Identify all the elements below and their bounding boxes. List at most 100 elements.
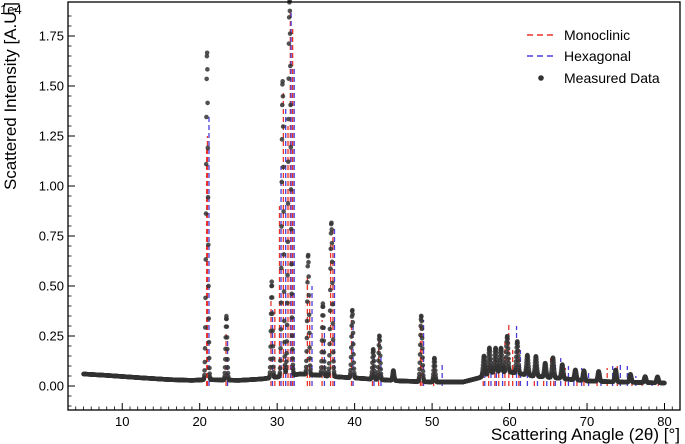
measured-point — [271, 364, 276, 370]
measured-point — [417, 367, 422, 372]
measured-point — [281, 252, 287, 257]
measured-point — [284, 339, 290, 344]
x-tick-label: 40 — [347, 414, 361, 429]
measured-point — [506, 356, 511, 362]
measured-point — [499, 352, 505, 358]
x-tick-label: 70 — [580, 414, 594, 429]
measured-point — [279, 179, 285, 185]
measured-point — [225, 346, 230, 352]
measured-point — [320, 304, 326, 310]
measured-point — [203, 257, 209, 262]
measured-point — [322, 365, 327, 371]
measured-point — [432, 363, 438, 369]
y-tick-label: 0.25 — [39, 329, 64, 344]
measured-point — [222, 374, 227, 379]
measured-point — [283, 364, 289, 370]
y-axis: 0.00 0.25 0.50 0.75 1.00 1.25 1.50 1.75 — [39, 15, 75, 407]
measured-point — [289, 291, 295, 297]
measured-point — [326, 361, 332, 366]
measured-point — [225, 370, 231, 376]
measured-point — [371, 358, 377, 364]
measured-point — [321, 313, 326, 318]
legend: Monoclinic Hexagonal Measured Data — [527, 27, 660, 86]
measured-point — [516, 353, 521, 359]
measured-point — [204, 114, 209, 120]
measured-point — [330, 337, 336, 343]
measured-point — [306, 259, 311, 265]
measured-point — [278, 265, 284, 271]
measured-point — [371, 349, 376, 354]
measured-point — [284, 351, 289, 356]
measured-point — [284, 322, 290, 328]
measured-point — [281, 318, 287, 324]
measured-point — [278, 300, 284, 305]
measured-point — [516, 358, 521, 363]
measured-point — [206, 283, 211, 289]
y-tick-label: 0.50 — [39, 279, 64, 294]
measured-point — [351, 341, 356, 347]
measured-point — [225, 357, 230, 362]
measured-point — [205, 194, 211, 200]
measured-point — [278, 327, 284, 332]
measured-point — [281, 209, 286, 214]
measured-point — [283, 368, 289, 373]
y-offset-text: 1e4 — [0, 2, 22, 17]
measured-point — [417, 371, 422, 377]
measured-point — [351, 352, 356, 357]
x-tick-label: 80 — [657, 414, 671, 429]
measured-point — [224, 335, 230, 340]
measured-point — [225, 365, 231, 370]
measured-point — [277, 370, 283, 375]
measured-point — [285, 300, 290, 306]
measured-point — [326, 366, 332, 371]
measured-point — [328, 287, 333, 293]
measured-point — [506, 351, 511, 357]
measured-point — [267, 370, 273, 375]
measured-point — [351, 366, 357, 372]
measured-point — [202, 368, 207, 373]
measured-point — [203, 295, 208, 301]
measured-point — [662, 380, 667, 386]
measured-point — [371, 364, 377, 369]
measured-point — [289, 333, 295, 339]
measured-point — [203, 211, 209, 216]
legend-measured-label: Measured Data — [564, 70, 660, 86]
measured-point — [222, 370, 228, 376]
measured-point — [206, 242, 211, 248]
measured-point — [487, 349, 493, 354]
measured-point — [205, 100, 210, 106]
measured-point — [351, 360, 357, 365]
measured-point — [285, 159, 291, 165]
measured-point — [306, 312, 312, 318]
measured-point — [289, 261, 294, 267]
y-tick-label: 1.75 — [39, 29, 64, 44]
measured-point — [327, 326, 333, 332]
measured-point — [377, 353, 383, 358]
measured-point — [203, 161, 209, 167]
measured-point — [288, 144, 294, 150]
measured-point — [494, 353, 499, 359]
measured-point — [348, 345, 354, 350]
measured-point — [304, 318, 310, 324]
measured-point — [327, 353, 332, 358]
measured-point — [305, 299, 310, 304]
measured-point — [270, 311, 275, 316]
measured-point — [290, 356, 295, 361]
measured-point — [505, 340, 511, 346]
measured-point — [288, 187, 294, 192]
measured-point — [285, 239, 291, 245]
measured-point — [515, 348, 521, 354]
measured-point — [329, 240, 335, 246]
measured-point — [420, 362, 426, 368]
measured-point — [420, 345, 425, 351]
measured-point — [505, 346, 511, 351]
measured-point — [281, 289, 287, 294]
measured-point — [372, 368, 377, 374]
measured-point — [207, 365, 212, 371]
measured-point — [419, 336, 425, 341]
measured-point — [307, 330, 312, 336]
measured-point — [269, 279, 275, 285]
measured-point — [326, 369, 331, 375]
measured-point — [419, 314, 424, 319]
measured-point — [515, 344, 521, 349]
